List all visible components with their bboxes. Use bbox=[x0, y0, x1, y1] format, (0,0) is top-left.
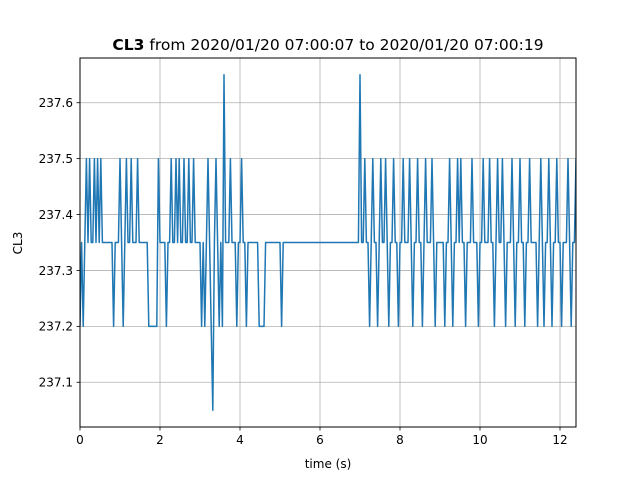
y-tick-label: 237.1 bbox=[39, 376, 73, 390]
x-tick-label: 10 bbox=[472, 433, 487, 447]
x-axis-label: time (s) bbox=[305, 457, 352, 471]
series-line-cl3 bbox=[80, 74, 576, 411]
y-tick-label: 237.5 bbox=[39, 152, 73, 166]
x-tick-label: 8 bbox=[396, 433, 404, 447]
plot-frame bbox=[79, 57, 577, 428]
chart-title-range: from 2020/01/20 07:00:07 to 2020/01/20 0… bbox=[144, 36, 543, 54]
chart-title: CL3 from 2020/01/20 07:00:07 to 2020/01/… bbox=[112, 36, 543, 54]
series bbox=[80, 74, 576, 411]
y-tick-label: 237.2 bbox=[39, 320, 73, 334]
x-tick-label: 0 bbox=[76, 433, 84, 447]
y-axis-label: CL3 bbox=[11, 232, 25, 255]
chart-title-variable: CL3 bbox=[112, 36, 144, 54]
x-tick-label: 12 bbox=[552, 433, 567, 447]
x-tick-label: 2 bbox=[156, 433, 164, 447]
x-tick-label: 4 bbox=[236, 433, 244, 447]
y-tick-label: 237.3 bbox=[39, 264, 73, 278]
y-tick-label: 237.4 bbox=[39, 208, 73, 222]
y-tick-label: 237.6 bbox=[39, 96, 73, 110]
ticks: 0 2 4 6 8 10 12 237.1 237.2 237.3 237.4 237.5 237.6 bbox=[39, 96, 568, 447]
x-tick-label: 6 bbox=[316, 433, 324, 447]
